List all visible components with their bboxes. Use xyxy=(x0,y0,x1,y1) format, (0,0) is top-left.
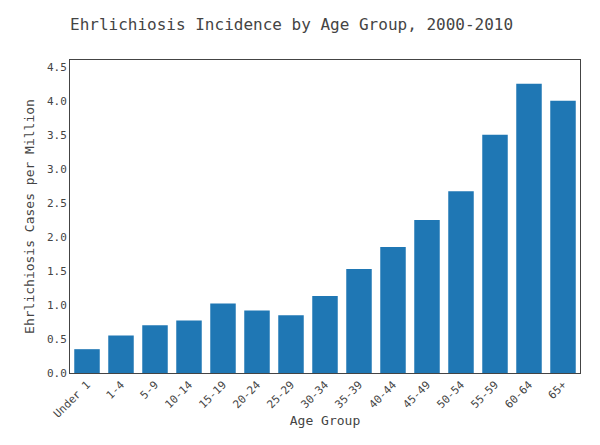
svg-text:4.5: 4.5 xyxy=(47,61,67,74)
svg-text:4.0: 4.0 xyxy=(47,95,67,108)
svg-text:65+: 65+ xyxy=(546,378,570,402)
svg-text:Ehrlichiosis Cases per Million: Ehrlichiosis Cases per Million xyxy=(22,99,37,334)
svg-text:35-39: 35-39 xyxy=(332,379,365,412)
svg-text:5-9: 5-9 xyxy=(138,379,161,402)
svg-text:2.5: 2.5 xyxy=(47,197,67,210)
svg-text:50-54: 50-54 xyxy=(434,378,467,411)
svg-text:15-19: 15-19 xyxy=(196,379,229,412)
svg-text:Ehrlichiosis Incidence by Age: Ehrlichiosis Incidence by Age Group, 200… xyxy=(70,15,513,34)
svg-text:60-64: 60-64 xyxy=(502,378,535,411)
svg-text:1-4: 1-4 xyxy=(104,378,128,402)
svg-text:0.0: 0.0 xyxy=(47,367,67,380)
svg-text:0.5: 0.5 xyxy=(47,333,67,346)
svg-text:3.0: 3.0 xyxy=(47,163,67,176)
svg-text:10-14: 10-14 xyxy=(162,378,195,411)
svg-text:25-29: 25-29 xyxy=(264,379,297,412)
svg-text:Age Group: Age Group xyxy=(290,413,361,428)
svg-text:40-44: 40-44 xyxy=(366,378,399,411)
svg-text:30-34: 30-34 xyxy=(298,378,331,411)
svg-text:1.0: 1.0 xyxy=(47,299,67,312)
svg-text:2.0: 2.0 xyxy=(47,231,67,244)
svg-text:45-49: 45-49 xyxy=(400,379,433,412)
svg-text:Under 1: Under 1 xyxy=(51,379,93,421)
svg-text:55-59: 55-59 xyxy=(468,379,501,412)
svg-text:20-24: 20-24 xyxy=(230,378,263,411)
svg-text:3.5: 3.5 xyxy=(47,129,67,142)
svg-text:1.5: 1.5 xyxy=(47,265,67,278)
